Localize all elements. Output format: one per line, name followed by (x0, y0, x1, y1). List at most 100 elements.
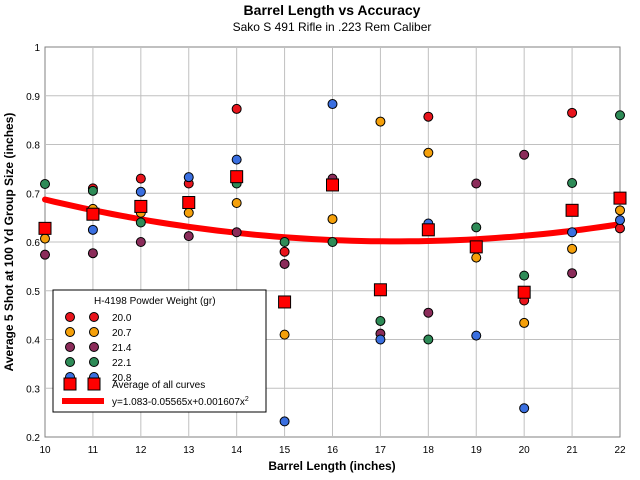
x-tick-label: 10 (39, 445, 51, 456)
legend-marker (89, 342, 99, 352)
y-tick-label: 0.3 (26, 384, 40, 395)
average-point (517, 285, 531, 299)
y-tick-label: 0.5 (26, 287, 40, 298)
y-axis-label: Average 5 Shot at 100 Yd Group Size (inc… (2, 113, 16, 372)
data-point-series-3 (375, 315, 386, 326)
data-point-series-1 (183, 207, 194, 218)
data-point-series-3 (40, 178, 50, 189)
legend: H-4198 Powder Weight (gr) 20.020.721.422… (52, 289, 267, 413)
data-point-series-0 (567, 107, 578, 118)
data-point-series-0 (423, 111, 434, 122)
legend-average-label: Average of all curves (112, 380, 205, 391)
data-point-series-3 (135, 217, 146, 228)
data-point-series-2 (279, 258, 290, 269)
average-point (613, 191, 627, 205)
data-point-series-3 (471, 222, 482, 233)
average-point (86, 207, 100, 221)
data-point-series-0 (231, 103, 242, 114)
x-axis-label: Barrel Length (inches) (268, 459, 395, 473)
average-point (182, 196, 196, 210)
data-point-series-3 (567, 178, 578, 189)
y-tick-label: 0.4 (26, 336, 40, 347)
average-point (326, 178, 339, 192)
data-point-series-3 (423, 334, 434, 345)
x-tick-label: 20 (519, 445, 531, 456)
average-point (134, 199, 148, 213)
legend-items: 20.0 20.7 21.4 22.1 20.8 (62, 312, 132, 404)
legend-fit-equation: y=1.083-0.05565x+0.001607x (112, 397, 245, 408)
legend-label: 20.8 (112, 373, 132, 384)
legend-box (52, 289, 267, 413)
data-point-series-1 (519, 317, 530, 328)
legend-label: 21.4 (112, 343, 132, 354)
legend-marker (89, 327, 99, 337)
data-point-series-1 (471, 252, 482, 263)
data-point-series-4 (279, 416, 290, 427)
data-point-series-4 (519, 403, 530, 414)
legend-marker (65, 312, 75, 322)
data-point-series-4 (135, 186, 146, 197)
legend-label: 22.1 (112, 358, 132, 369)
x-tick-label: 11 (88, 445, 99, 456)
legend-fit-exponent: 2 (245, 396, 249, 403)
data-point-series-2 (87, 248, 98, 259)
legend-average-marker (87, 377, 101, 391)
data-point-series-2 (471, 178, 482, 189)
average-point (469, 240, 483, 254)
data-point-series-2 (40, 249, 50, 260)
data-point-series-3 (87, 185, 98, 196)
legend-marker (89, 312, 99, 322)
data-point-series-2 (519, 149, 530, 160)
data-point-series-3 (615, 110, 625, 121)
x-tick-label: 21 (567, 445, 579, 456)
data-point-series-1 (615, 205, 625, 216)
data-point-series-2 (183, 231, 194, 242)
data-point-series-4 (615, 215, 625, 226)
data-point-series-1 (40, 233, 50, 244)
data-point-series-0 (135, 173, 146, 184)
x-tick-label: 18 (423, 445, 435, 456)
x-tick-label: 15 (279, 445, 291, 456)
legend-label: 20.7 (112, 328, 132, 339)
average-point (278, 295, 292, 309)
average-layer (38, 170, 627, 309)
data-point-series-1 (567, 243, 578, 254)
data-point-series-3 (279, 237, 290, 247)
data-point-series-4 (567, 227, 578, 238)
data-point-series-4 (471, 330, 482, 341)
data-point-series-2 (423, 307, 434, 318)
data-point-series-3 (519, 270, 530, 281)
average-point (38, 221, 52, 235)
average-point (230, 170, 244, 184)
legend-marker (65, 357, 75, 367)
data-point-series-0 (615, 223, 625, 234)
legend-marker (65, 342, 75, 352)
data-point-series-4 (327, 99, 338, 110)
x-tick-label: 22 (614, 445, 626, 456)
data-point-series-4 (375, 334, 386, 345)
y-tick-label: 1 (34, 43, 40, 54)
y-tick-label: 0.6 (26, 238, 40, 249)
data-point-series-2 (135, 237, 146, 247)
x-tick-label: 16 (327, 445, 339, 456)
data-point-series-1 (279, 329, 290, 340)
x-tick-label: 17 (375, 445, 387, 456)
data-point-series-2 (567, 268, 578, 279)
data-point-series-1 (423, 147, 434, 158)
legend-title: H-4198 Powder Weight (gr) (94, 296, 216, 307)
legend-fit-label: y=1.083-0.05565x+0.001607x2 (112, 396, 249, 408)
x-tick-label: 14 (231, 445, 243, 456)
y-tick-label: 0.8 (26, 141, 40, 152)
data-point-series-1 (375, 116, 386, 127)
y-tick-label: 0.2 (26, 433, 40, 444)
data-point-series-4 (183, 172, 194, 183)
legend-marker (65, 327, 75, 337)
legend-label: 20.0 (112, 313, 132, 324)
data-point-series-0 (279, 246, 290, 257)
average-point (373, 283, 387, 297)
data-point-series-1 (327, 214, 338, 225)
y-tick-label: 0.7 (26, 189, 40, 200)
data-point-series-2 (231, 227, 242, 238)
chart-title: Barrel Length vs Accuracy (244, 2, 421, 18)
